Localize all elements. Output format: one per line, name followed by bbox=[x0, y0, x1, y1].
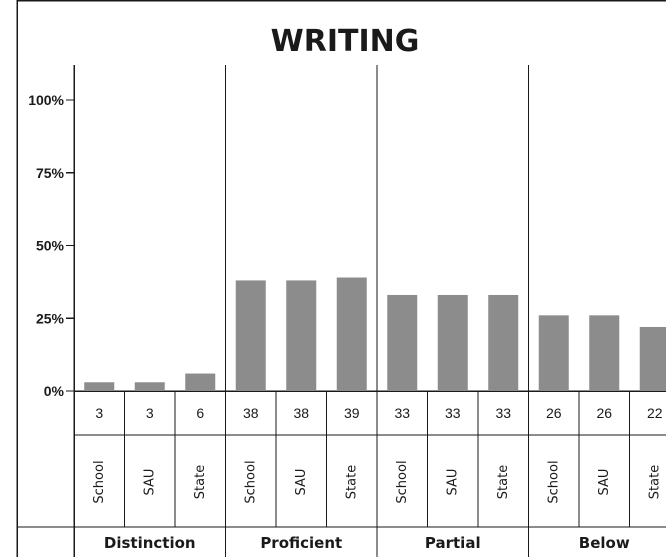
category-label: SAU bbox=[445, 469, 460, 496]
value-label: 22 bbox=[647, 405, 663, 421]
category-label: SAU bbox=[294, 469, 309, 496]
bar bbox=[437, 294, 468, 391]
bar bbox=[235, 280, 266, 391]
y-tick-label: 0% bbox=[44, 383, 65, 399]
bar bbox=[538, 315, 569, 391]
category-label: School bbox=[546, 460, 561, 503]
bar bbox=[185, 373, 216, 391]
category-label: State bbox=[193, 465, 208, 499]
value-label: 6 bbox=[196, 405, 204, 421]
value-label: 33 bbox=[495, 405, 511, 421]
y-tick-label: 100% bbox=[28, 92, 64, 108]
value-label: 33 bbox=[394, 405, 410, 421]
value-label: 33 bbox=[445, 405, 461, 421]
value-label: 3 bbox=[95, 405, 103, 421]
bar bbox=[589, 315, 620, 391]
bar bbox=[134, 382, 165, 391]
value-label: 38 bbox=[243, 405, 259, 421]
group-label: Proficient bbox=[260, 534, 342, 552]
bar bbox=[336, 277, 367, 391]
category-label: School bbox=[243, 460, 258, 503]
value-label: 38 bbox=[293, 405, 309, 421]
bars bbox=[84, 277, 666, 391]
value-label: 26 bbox=[596, 405, 612, 421]
group-label: Distinction bbox=[104, 534, 196, 552]
category-label: SAU bbox=[597, 469, 612, 496]
chart-labels: 0% 25% 50% 75% 100% 3 School 3 SAU 6 State Distinct… bbox=[28, 92, 663, 552]
bar bbox=[286, 280, 317, 391]
bar bbox=[387, 294, 418, 391]
value-label: 3 bbox=[146, 405, 154, 421]
value-label: 39 bbox=[344, 405, 360, 421]
y-tick-label: 25% bbox=[36, 310, 65, 326]
category-label: State bbox=[647, 465, 662, 499]
group-label: Below bbox=[579, 534, 630, 552]
bar bbox=[488, 294, 519, 391]
chart-title: WRITING bbox=[271, 24, 420, 59]
category-label: School bbox=[92, 460, 107, 503]
y-tick-label: 75% bbox=[36, 165, 65, 181]
y-tick-label: 50% bbox=[36, 238, 65, 254]
category-label: State bbox=[496, 465, 511, 499]
chart-frame bbox=[16, 0, 666, 557]
group-label: Partial bbox=[425, 534, 481, 552]
bar bbox=[84, 382, 115, 391]
category-label: State bbox=[344, 465, 359, 499]
category-label: School bbox=[395, 460, 410, 503]
bar bbox=[639, 326, 666, 391]
category-label: SAU bbox=[142, 469, 157, 496]
value-label: 26 bbox=[546, 405, 562, 421]
